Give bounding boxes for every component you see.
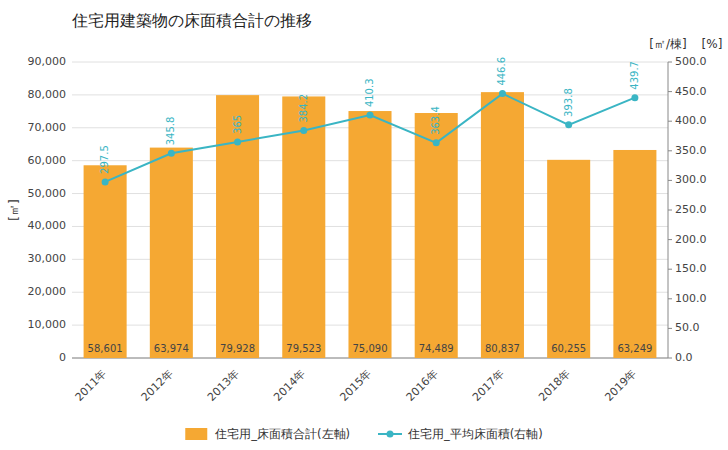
y2-tick-label: 0.0 — [675, 351, 693, 364]
legend: 住宅用_床面積合計(左軸) 住宅用_平均床面積(右軸) — [185, 427, 542, 441]
legend-marker — [387, 431, 394, 438]
y-tick-label: 10,000 — [28, 318, 67, 331]
line-marker — [168, 150, 175, 157]
y2-tick — [668, 328, 672, 329]
y2-tick-label: 250.0 — [675, 203, 707, 216]
y2-tick-label: 450.0 — [675, 85, 707, 98]
bar-label: 75,090 — [353, 343, 388, 354]
y2-tick-label: 50.0 — [675, 321, 700, 334]
bar-label: 74,489 — [419, 343, 454, 354]
line-label: 365 — [232, 115, 243, 134]
y2-tick — [668, 269, 672, 270]
bar — [348, 111, 391, 358]
y-tick-label: 80,000 — [28, 88, 67, 101]
bar-label: 79,928 — [220, 343, 255, 354]
line-marker — [565, 121, 572, 128]
x-tick-label: 2018年 — [536, 367, 573, 404]
x-tick-label: 2016年 — [404, 367, 441, 404]
legend-item: 住宅用_平均床面積(右軸) — [378, 427, 543, 441]
y-tick-label: 20,000 — [28, 285, 67, 298]
line-marker — [499, 90, 506, 97]
y2-tick — [668, 358, 672, 359]
y2-tick — [668, 180, 672, 181]
y2-tick — [668, 91, 672, 92]
line-label: 363.4 — [430, 106, 441, 135]
line-marker — [433, 139, 440, 146]
y-tick-label: 70,000 — [28, 121, 67, 134]
y2-tick-label: 100.0 — [675, 292, 707, 305]
line-label: 446.6 — [496, 57, 507, 86]
bar — [415, 113, 458, 358]
grid — [72, 62, 668, 358]
bar-label: 80,837 — [485, 343, 520, 354]
y-tick-label: 60,000 — [28, 154, 67, 167]
x-tick-label: 2014年 — [271, 367, 308, 404]
y-tick-label: 0 — [59, 351, 66, 364]
title: 住宅用建築物の床面積合計の推移 — [71, 11, 312, 30]
legend-label: 住宅用_床面積合計(左軸) — [214, 427, 350, 441]
y2-axis — [668, 62, 669, 358]
x-tick-label: 2013年 — [205, 367, 242, 404]
y-tick-label: 30,000 — [28, 252, 67, 265]
chart: 住宅用建築物の床面積合計の推移 0 10,000 20,000 30,000 40,000… — [0, 0, 728, 450]
legend-label: 住宅用_平均床面積(右軸) — [407, 427, 543, 441]
bar — [481, 92, 524, 358]
bar — [547, 160, 590, 358]
y2-tick — [668, 239, 672, 240]
bar-label: 79,523 — [286, 343, 321, 354]
legend-swatch — [185, 428, 207, 440]
bar — [216, 95, 259, 358]
y2-tick-label: 400.0 — [675, 114, 707, 127]
y2-tick-label: 350.0 — [675, 144, 707, 157]
x-tick-label: 2017年 — [470, 367, 507, 404]
y2-tick — [668, 121, 672, 122]
line-marker — [234, 138, 241, 145]
data-labels: 58,601 63,974 79,928 79,523 75,090 74,489 80,8… — [88, 57, 653, 354]
x-tick-label: 2011年 — [73, 367, 110, 404]
line-label: 345.8 — [165, 117, 176, 146]
y-tick-label: 40,000 — [28, 219, 67, 232]
bar — [150, 148, 193, 358]
y2-tick-label: 300.0 — [675, 173, 707, 186]
line-marker — [631, 94, 638, 101]
x-tick-label: 2015年 — [337, 367, 374, 404]
y2-tick — [668, 62, 672, 63]
y2-tick-label: 150.0 — [675, 262, 707, 275]
bar — [282, 96, 325, 358]
line-label: 393.8 — [563, 88, 574, 117]
line-marker — [367, 112, 374, 119]
line-label: 439.7 — [629, 61, 640, 90]
y2-tick — [668, 210, 672, 211]
marks — [84, 90, 657, 358]
line-label: 384.2 — [298, 94, 309, 123]
y2-axis-label: [㎡/棟] — [649, 37, 686, 51]
bar-label: 58,601 — [88, 343, 123, 354]
y-tick-label: 90,000 — [28, 55, 67, 68]
y-axis-label: [㎡] — [7, 199, 21, 220]
y2-tick-label: 500.0 — [675, 55, 707, 68]
line-label: 410.3 — [364, 78, 375, 107]
y2-tick — [668, 298, 672, 299]
x-tick-label: 2012年 — [139, 367, 176, 404]
line-label: 297.5 — [99, 145, 110, 174]
x-tick-label: 2019年 — [602, 367, 639, 404]
y2-tick-label: 200.0 — [675, 233, 707, 246]
y2-tick — [668, 150, 672, 151]
line-marker — [300, 127, 307, 134]
annotation: [%] — [702, 37, 723, 51]
line-marker — [102, 178, 109, 185]
grid-line — [72, 62, 668, 63]
y-tick-label: 50,000 — [28, 187, 67, 200]
bar-label: 63,249 — [617, 343, 652, 354]
bar — [613, 150, 656, 358]
legend-item: 住宅用_床面積合計(左軸) — [185, 427, 350, 441]
bar — [84, 165, 127, 358]
bar-label: 60,255 — [551, 343, 586, 354]
bar-label: 63,974 — [154, 343, 189, 354]
